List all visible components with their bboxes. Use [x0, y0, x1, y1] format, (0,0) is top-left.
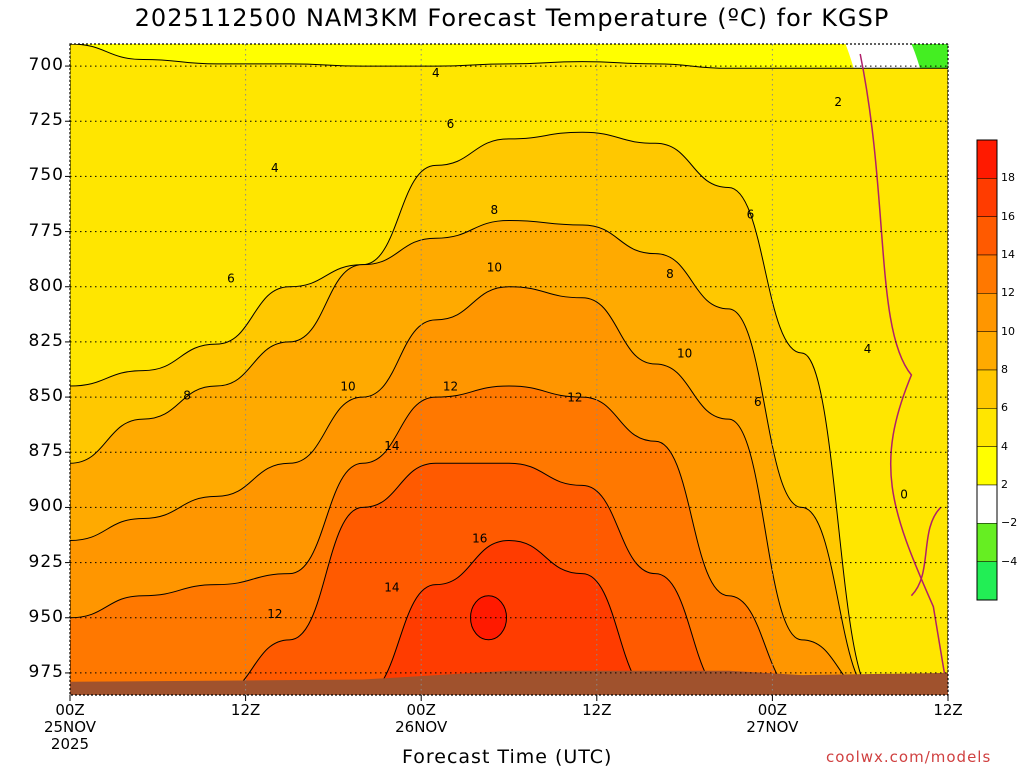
colorbar-label: 8 — [1001, 363, 1008, 376]
colorbar-swatch — [976, 216, 998, 256]
y-tick-label: 725 — [28, 110, 64, 131]
contour-label: 8 — [666, 267, 674, 281]
y-tick-label: 850 — [28, 386, 64, 407]
y-tick-label: 750 — [28, 165, 64, 186]
contour-label: 14 — [384, 439, 399, 453]
y-tick-label: 800 — [28, 275, 64, 296]
plot-frame — [69, 43, 949, 696]
contour-label: 10 — [677, 346, 692, 360]
x-tick-label: 12Z — [230, 701, 261, 719]
contour-label: 4 — [864, 342, 872, 356]
zero-contour-line — [910, 506, 942, 597]
x-tick-label: 12Z — [933, 701, 963, 719]
contour-label: 14 — [384, 580, 399, 594]
colorbar-label: 12 — [1001, 286, 1015, 300]
x-tick-label: 00Z 27NOV — [746, 701, 799, 736]
colorbar-label: 16 — [1001, 209, 1015, 223]
y-tick-label: 900 — [28, 496, 64, 517]
y-tick-label: 875 — [28, 441, 64, 462]
y-tick-label: 775 — [28, 220, 64, 241]
colorbar-swatch — [976, 331, 998, 371]
colorbar-swatch — [976, 254, 998, 294]
contour-label: 2 — [834, 95, 842, 109]
colorbar-swatch — [976, 369, 998, 409]
colorbar-swatch — [976, 408, 998, 447]
contour-label: 10 — [340, 379, 355, 393]
chart-title: 2025112500 NAM3KM Forecast Temperature (… — [134, 4, 890, 32]
colorbar-swatch — [976, 293, 998, 332]
contour-label: 10 — [487, 260, 502, 274]
colorbar-swatch — [976, 561, 998, 601]
contour-label: 6 — [747, 207, 755, 221]
x-axis-title: Forecast Time (UTC) — [402, 746, 613, 768]
contour-label: 12 — [567, 390, 582, 404]
colorbar-label: 18 — [1001, 171, 1015, 185]
ground-terrain — [70, 670, 948, 695]
colorbar-label: −2 — [1001, 516, 1018, 530]
contour-label: 0 — [900, 488, 908, 502]
x-tick-label: 12Z — [582, 701, 612, 719]
contour-label: 16 — [472, 532, 487, 546]
band-t-16-18 — [70, 540, 948, 695]
colorbar-label: −4 — [1001, 554, 1018, 568]
y-tick-label: 950 — [28, 606, 64, 627]
contour-label: 12 — [267, 607, 282, 621]
y-tick-label: 925 — [28, 551, 64, 572]
contour-label: 6 — [227, 271, 235, 285]
colorbar-swatch — [976, 139, 998, 179]
contour-label: 6 — [447, 117, 455, 131]
x-tick-label: 00Z 25NOV 2025 — [43, 701, 97, 753]
y-tick-label: 700 — [28, 55, 64, 76]
colorbar-swatch — [976, 178, 998, 217]
zero-contour-line — [859, 53, 948, 695]
colorbar-label: 4 — [1001, 439, 1008, 453]
colorbar-label: 6 — [1001, 401, 1008, 415]
y-tick-label: 975 — [28, 661, 64, 682]
contour-label: 8 — [183, 388, 191, 402]
contour-label: 8 — [491, 203, 499, 217]
colorbar-swatch — [976, 446, 998, 486]
contour-label: 4 — [271, 161, 279, 175]
contour-label: 6 — [754, 395, 762, 409]
colorbar-label: 14 — [1001, 248, 1015, 261]
colorbar-label: 10 — [1001, 324, 1015, 338]
colorbar-label: 2 — [1001, 478, 1008, 491]
contour-label: 12 — [443, 379, 458, 393]
source-credit[interactable]: coolwx.com/models — [826, 748, 992, 766]
colorbar-frame — [976, 139, 998, 601]
colorbar-swatch — [976, 523, 998, 562]
colorbar-swatch — [976, 484, 998, 524]
contour-label: 4 — [432, 66, 440, 80]
x-tick-label: 00Z 26NOV — [395, 701, 448, 736]
y-tick-label: 825 — [28, 330, 64, 351]
